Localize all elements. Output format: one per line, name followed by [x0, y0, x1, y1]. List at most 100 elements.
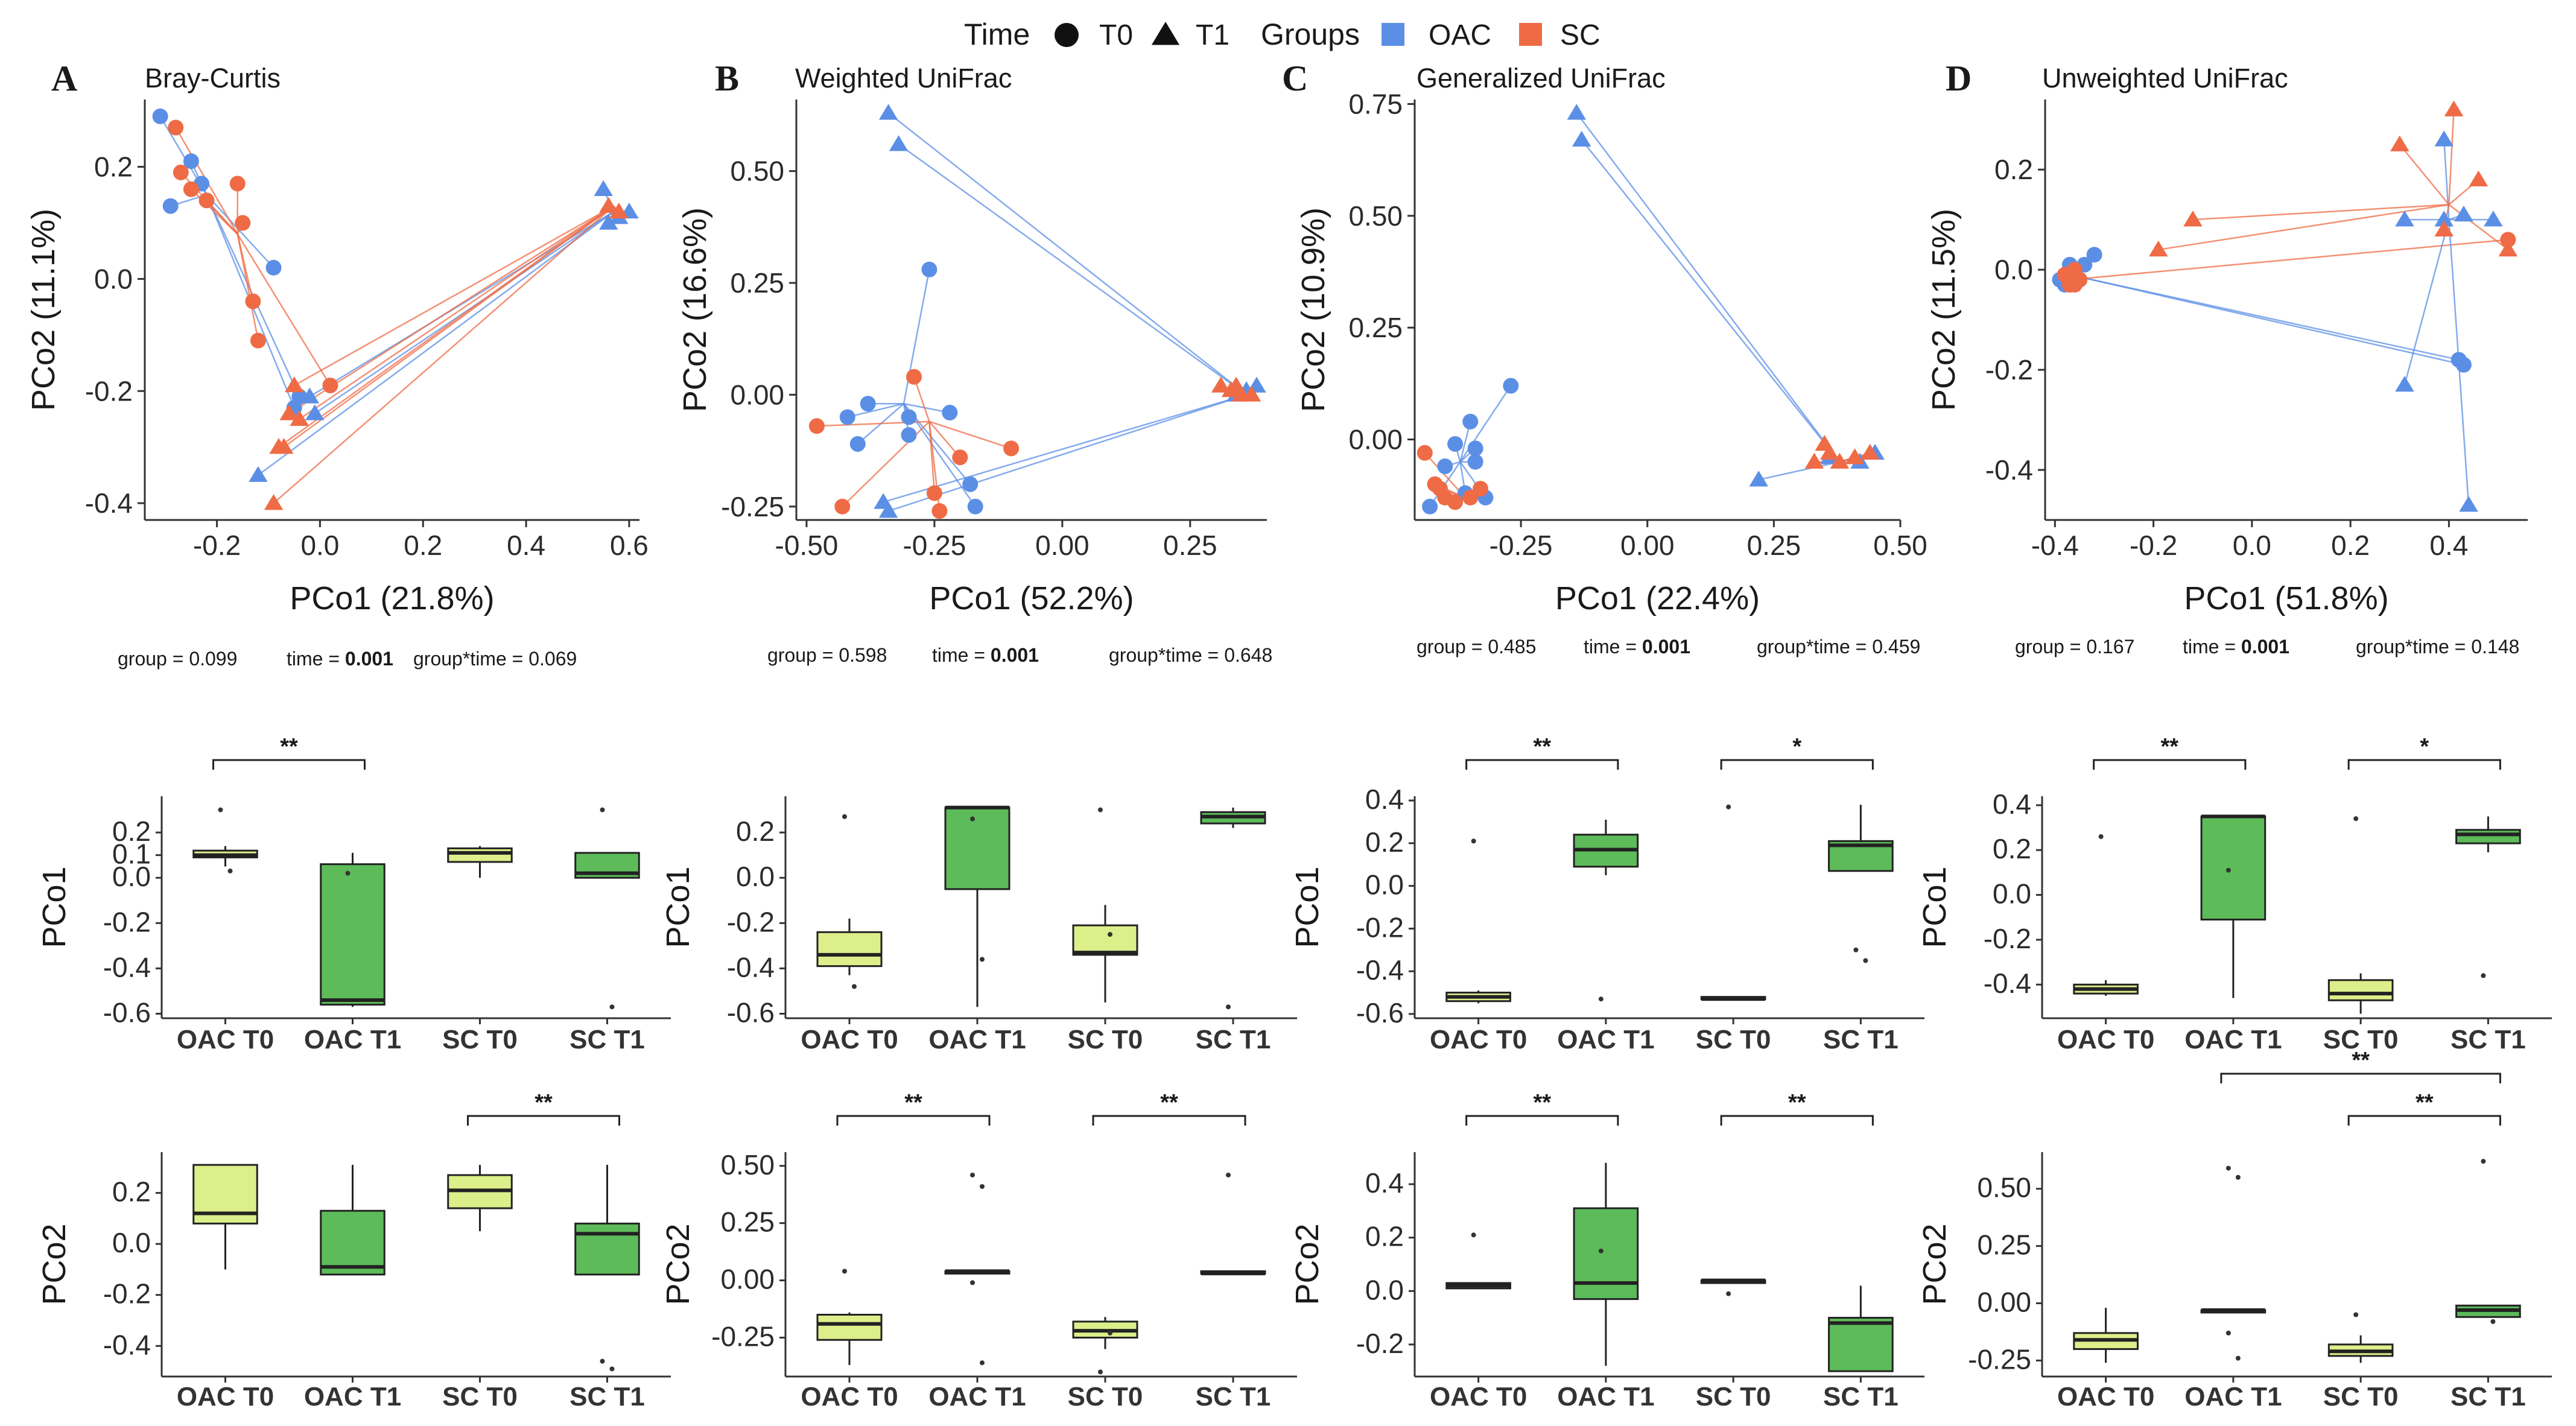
outlier-point [600, 1358, 605, 1364]
box-sc-t0 [2327, 979, 2394, 1001]
category-label: SC T1 [1823, 1382, 1899, 1412]
y-tick-label: 0.0 [1365, 869, 1404, 901]
y-axis-label: PCo2 (11.5%) [1926, 209, 1962, 411]
y-tick-label: 0.4 [1993, 788, 2031, 820]
data-point-oac-t1 [2434, 130, 2454, 147]
box-oac-t1 [2200, 815, 2267, 921]
outlier-point [2235, 1355, 2241, 1361]
boxplot-d-pco1: 0.4 0.2 0.0 -0.2 -0.4 PCo1 OAC T0 OAC T1 SC T0 SC… [1917, 734, 2552, 1054]
significance-bracket [1720, 759, 1874, 770]
data-point-oac-t0 [942, 405, 958, 421]
legend-oac-swatch [1382, 23, 1404, 46]
category-label: OAC T1 [1557, 1382, 1654, 1412]
data-point-oac-t0 [183, 153, 199, 170]
y-tick-label: -0.2 [103, 1278, 151, 1310]
y-tick-label: -0.4 [85, 487, 133, 519]
stat-interaction: group*time = 0.459 [1757, 636, 1920, 658]
significance-label: * [1792, 734, 1801, 759]
centroid-line [1758, 461, 1840, 481]
data-point-oac-t1 [2395, 375, 2414, 392]
significance-bracket [2347, 759, 2501, 770]
significance-label: ** [2160, 734, 2178, 759]
x-tick-label: -0.25 [1489, 530, 1553, 561]
data-point-sc-t1 [2498, 240, 2518, 257]
centroid-line [847, 402, 904, 418]
outlier-point [2225, 1165, 2231, 1171]
box-oac-t1 [320, 863, 385, 1006]
y-axis-label: PCo2 [1289, 1223, 1325, 1305]
data-point-oac-t0 [2455, 357, 2472, 373]
significance-label: ** [2416, 1090, 2434, 1115]
category-label: OAC T0 [2057, 1382, 2154, 1412]
data-point-sc-t1 [609, 202, 629, 219]
panel-title: Unweighted UniFrac [2042, 63, 2288, 93]
pcoa-scatter-panels: A Bray-Curtis-0.2 0.0 0.2 0.4 0.6-0.4-0.20.00… [25, 59, 2528, 670]
y-tick-label: -0.25 [721, 491, 784, 522]
category-label: SC T0 [2323, 1382, 2399, 1412]
category-label: OAC T1 [2184, 1025, 2282, 1054]
outlier-point [1863, 958, 1868, 963]
data-point-oac-t0 [1462, 413, 1479, 429]
data-point-oac-t0 [1503, 378, 1519, 394]
stat-group: group = 0.598 [767, 644, 887, 666]
category-label: SC T0 [442, 1025, 518, 1054]
centroid-line [1581, 139, 1841, 463]
significance-bracket [2347, 1115, 2501, 1126]
y-tick-label: 0.0 [1993, 878, 2031, 910]
category-label: SC T1 [2451, 1382, 2526, 1412]
data-point-sc-t1 [1845, 448, 1865, 464]
data-point-sc-t1 [1860, 443, 1880, 460]
category-label: OAC T1 [928, 1025, 1026, 1054]
y-tick-label: 0.50 [720, 1149, 775, 1180]
y-tick-label: -0.2 [85, 375, 133, 407]
data-point-sc-t0 [250, 332, 266, 349]
outlier-point [600, 807, 605, 813]
significance-bracket [1720, 1115, 1874, 1126]
significance-bracket [212, 759, 366, 770]
data-point-oac-t0 [1422, 498, 1438, 515]
data-point-sc-t0 [1447, 494, 1464, 510]
outlier-point [609, 1004, 615, 1010]
x-tick-label: -0.4 [2031, 530, 2079, 561]
data-point-sc-t0 [198, 192, 215, 209]
legend-oac-label: OAC [1429, 19, 1491, 51]
y-tick-label: 0.2 [1365, 826, 1404, 858]
category-label: SC T1 [1823, 1025, 1899, 1054]
data-point-oac-t1 [1572, 130, 1591, 147]
y-tick-label: 0.2 [1365, 1221, 1404, 1252]
category-label: OAC T0 [1430, 1025, 1527, 1054]
category-label: OAC T1 [304, 1382, 401, 1412]
y-tick-label: 0.2 [1994, 154, 2033, 185]
category-label: OAC T0 [177, 1382, 274, 1412]
data-point-oac-t0 [1467, 440, 1483, 457]
outlier-point [2353, 816, 2359, 822]
y-tick-label: 0.1 [112, 838, 151, 870]
y-axis-label: PCo1 [1289, 866, 1325, 948]
category-label: SC T0 [1696, 1382, 1771, 1412]
centroid-line [929, 420, 1012, 449]
category-label: OAC T0 [177, 1025, 274, 1054]
category-label: SC T1 [1196, 1025, 1271, 1054]
y-tick-label: 0.2 [112, 1176, 151, 1208]
category-label: OAC T0 [801, 1382, 898, 1412]
legend: Time T0 T1 Groups OAC SC [964, 17, 1600, 51]
legend-sc-label: SC [1560, 19, 1600, 51]
legend-t1-label: T1 [1196, 19, 1229, 51]
outlier-point [1226, 1004, 1231, 1010]
x-tick-label: 0.6 [610, 530, 649, 561]
significance-label: ** [1533, 734, 1551, 759]
x-axis-label: PCo1 (52.2%) [929, 580, 1134, 616]
significance-bracket [467, 1115, 620, 1126]
data-point-oac-t0 [152, 108, 168, 124]
data-point-sc-t0 [2066, 277, 2083, 293]
y-tick-label: -0.4 [1985, 454, 2033, 486]
outlier-point [2353, 1312, 2359, 1317]
y-tick-label: -0.2 [1985, 354, 2033, 385]
x-tick-label: 0.00 [1620, 530, 1675, 561]
category-label: SC T1 [569, 1025, 645, 1054]
significance-label: ** [904, 1090, 922, 1115]
category-label: SC T1 [1196, 1382, 1271, 1412]
data-point-oac-t0 [839, 409, 855, 425]
boxplot-d-pco2: 0.50 0.25 0.00 -0.25 PCo2 OAC T0 OAC T1 SC T0 SC… [1917, 1048, 2552, 1412]
